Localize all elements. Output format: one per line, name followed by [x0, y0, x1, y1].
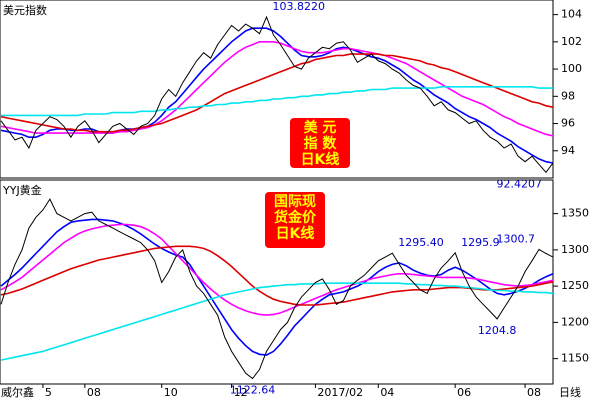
- panel-frame: [0, 0, 554, 179]
- y-tick-label: 1300: [561, 243, 589, 256]
- x-tick-label: 12: [234, 386, 248, 399]
- x-tick-label: 04: [380, 386, 394, 399]
- x-tick-label: 10: [164, 386, 178, 399]
- value-label: 1300.7: [497, 232, 536, 245]
- label-box-text: 指 数: [304, 135, 338, 152]
- label-box: [265, 192, 325, 248]
- source: 威尔鑫: [1, 385, 34, 399]
- x-tick-label: 06: [457, 386, 471, 399]
- label-box-text: 货金价: [273, 209, 317, 226]
- y-tick-label: 98: [561, 89, 575, 102]
- series-line: [0, 27, 554, 164]
- y-tick-label: 96: [561, 117, 575, 130]
- y-tick-label: 104: [561, 8, 582, 21]
- series-line: [0, 282, 554, 361]
- value-label: 1295.9: [461, 236, 500, 249]
- label-box-text: 日K线: [301, 151, 340, 168]
- label-box-text: 国际现: [274, 194, 316, 210]
- y-tick-label: 1250: [561, 279, 589, 292]
- value-label: 1122.64: [230, 383, 276, 396]
- label-box-text: 日K线: [276, 225, 315, 242]
- y-tick-label: 100: [561, 62, 582, 75]
- series-line: [0, 223, 554, 316]
- value-label: 1295.40: [398, 236, 444, 249]
- y-tick-label: 102: [561, 35, 582, 48]
- value-label: 1204.8: [478, 324, 517, 337]
- x-tick-label: 08: [87, 386, 101, 399]
- value-label: 103.8220: [273, 0, 326, 13]
- y-tick-label: 94: [561, 144, 575, 157]
- y-tick-label: 1350: [561, 207, 589, 220]
- y-tick-label: 1150: [561, 352, 589, 365]
- y-tick-label: 1200: [561, 315, 589, 328]
- series-line: [0, 15, 554, 174]
- label-box-text: 美 元: [304, 119, 337, 136]
- x-tick-label: 08: [527, 386, 541, 399]
- x-axis-label: 日线: [559, 385, 581, 399]
- series-line: [1, 86, 553, 117]
- value-label: 92.4207: [497, 177, 543, 190]
- x-tick-label: 2017/02: [317, 386, 363, 399]
- x-tick-label: 5: [45, 386, 52, 399]
- panel-title: 美元指数: [3, 3, 47, 17]
- series-line: [0, 245, 554, 306]
- series-line: [0, 198, 554, 380]
- label-box: [290, 118, 350, 168]
- panel-title: YYJ黄金: [2, 183, 42, 197]
